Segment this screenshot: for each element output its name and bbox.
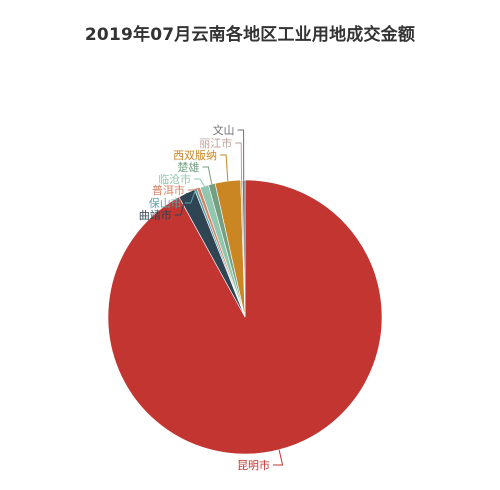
leader-line-7 bbox=[220, 154, 229, 182]
pie-slices bbox=[107, 179, 383, 455]
leader-line-3 bbox=[184, 188, 197, 204]
leader-line-4 bbox=[187, 187, 199, 191]
slice-label-2: 曲靖市 bbox=[139, 208, 172, 222]
slice-label-9: 文山 bbox=[213, 123, 235, 137]
chart-title: 2019年07月云南各地区工业用地成交金额 bbox=[84, 25, 416, 45]
slice-label-5: 临沧市 bbox=[158, 172, 191, 186]
slice-label-7: 西双版纳 bbox=[173, 148, 217, 162]
leader-line-2 bbox=[174, 192, 188, 216]
leader-line-8 bbox=[235, 142, 243, 181]
leader-line-6 bbox=[202, 166, 213, 185]
slice-label-1: 昆明市 bbox=[237, 458, 270, 472]
slice-label-3: 保山市 bbox=[149, 196, 182, 210]
leader-line-9 bbox=[237, 129, 245, 181]
leader-line-1 bbox=[273, 449, 284, 466]
slice-label-4: 普洱市 bbox=[152, 183, 185, 197]
leader-line-5 bbox=[194, 178, 205, 187]
slice-label-6: 楚雄 bbox=[177, 160, 199, 174]
slice-label-8: 丽江市 bbox=[199, 136, 232, 150]
